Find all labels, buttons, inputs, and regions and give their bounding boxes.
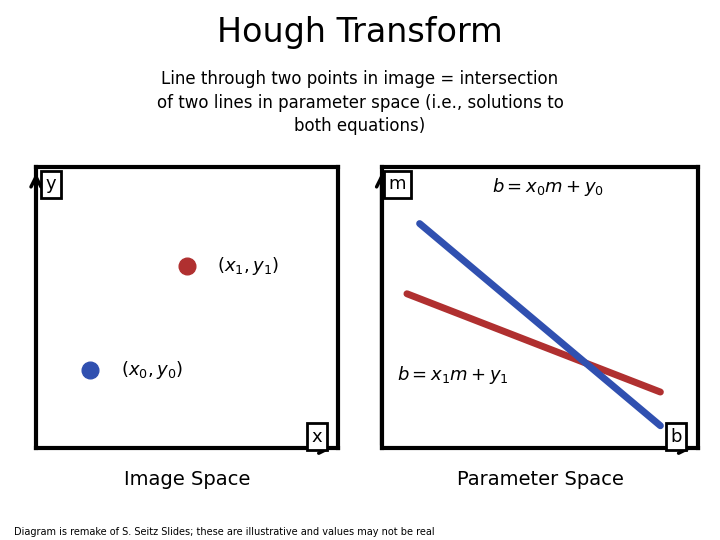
Text: Hough Transform: Hough Transform [217,16,503,49]
Text: Line through two points in image = intersection
of two lines in parameter space : Line through two points in image = inter… [156,70,564,136]
Text: m: m [389,176,406,193]
Text: Parameter Space: Parameter Space [456,470,624,489]
Text: $(x_1, y_1)$: $(x_1, y_1)$ [217,255,279,276]
Text: b: b [670,428,682,446]
Text: $b = x_0m + y_0$: $b = x_0m + y_0$ [492,176,605,198]
Text: Image Space: Image Space [124,470,251,489]
Text: $b = x_1m + y_1$: $b = x_1m + y_1$ [397,364,509,386]
Text: x: x [312,428,323,446]
Text: Diagram is remake of S. Seitz Slides; these are illustrative and values may not : Diagram is remake of S. Seitz Slides; th… [14,527,435,537]
Text: $(x_0, y_0)$: $(x_0, y_0)$ [121,359,183,381]
Text: y: y [46,176,56,193]
